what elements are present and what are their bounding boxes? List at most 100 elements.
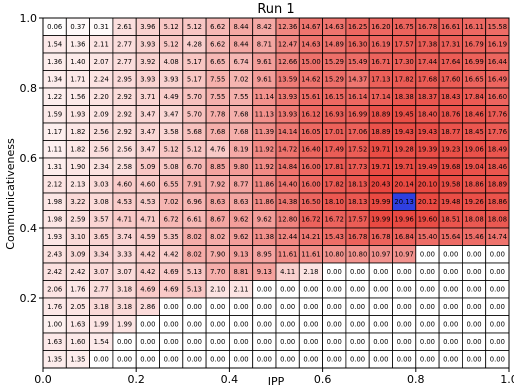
cell-value-label: 0.00 xyxy=(466,251,481,259)
cell-value-label: 3.92 xyxy=(140,58,155,66)
cell-value-label: 1.59 xyxy=(47,111,62,119)
cell-value-label: 2.24 xyxy=(94,76,109,84)
cell-value-label: 5.12 xyxy=(164,23,179,31)
cell-value-label: 0.00 xyxy=(490,338,505,346)
cell-value-label: 15.61 xyxy=(301,93,320,101)
cell-value-label: 17.52 xyxy=(348,146,367,154)
cell-value-label: 16.12 xyxy=(301,111,320,119)
cell-value-label: 14.38 xyxy=(278,198,297,206)
cell-value-label: 3.22 xyxy=(70,198,85,206)
cell-value-label: 16.05 xyxy=(301,128,320,136)
cell-value-label: 17.76 xyxy=(488,128,507,136)
cell-value-label: 15.00 xyxy=(301,58,320,66)
cell-value-label: 11.61 xyxy=(278,251,297,259)
cell-value-label: 0.00 xyxy=(327,286,342,294)
cell-value-label: 15.43 xyxy=(325,233,344,241)
cell-value-label: 4.11 xyxy=(280,268,295,276)
cell-value-label: 3.47 xyxy=(140,146,155,154)
cell-value-label: 9.61 xyxy=(257,58,272,66)
cell-value-label: 4.42 xyxy=(164,251,179,259)
cell-value-label: 16.49 xyxy=(488,76,507,84)
cell-value-label: 2.56 xyxy=(94,128,109,136)
cell-value-label: 8.02 xyxy=(210,233,225,241)
cell-value-label: 19.68 xyxy=(441,163,460,171)
cell-value-label: 9.13 xyxy=(233,251,248,259)
cell-value-label: 0.00 xyxy=(466,321,481,329)
cell-value-label: 11.92 xyxy=(255,163,274,171)
cell-value-label: 13.59 xyxy=(278,76,297,84)
cell-value-label: 2.34 xyxy=(94,163,109,171)
cell-value-label: 11.61 xyxy=(301,251,320,259)
cell-value-label: 0.00 xyxy=(420,303,435,311)
cell-value-label: 14.74 xyxy=(488,233,507,241)
cell-value-label: 19.48 xyxy=(441,198,460,206)
cell-value-label: 1.82 xyxy=(70,128,85,136)
cell-value-label: 4.71 xyxy=(140,216,155,224)
cell-value-label: 20.10 xyxy=(418,181,437,189)
cell-value-label: 4.69 xyxy=(164,286,179,294)
cell-value-label: 16.78 xyxy=(418,23,437,31)
cell-value-label: 2.77 xyxy=(117,41,132,49)
cell-value-label: 8.81 xyxy=(233,268,248,276)
cell-value-label: 0.00 xyxy=(490,321,505,329)
cell-value-label: 17.60 xyxy=(441,76,460,84)
cell-value-label: 6.61 xyxy=(187,216,202,224)
cell-value-label: 3.65 xyxy=(94,233,109,241)
cell-value-label: 4.60 xyxy=(117,181,132,189)
cell-value-label: 0.00 xyxy=(303,303,318,311)
cell-value-label: 2.11 xyxy=(233,286,248,294)
cell-value-label: 17.44 xyxy=(418,58,437,66)
cell-value-label: 18.45 xyxy=(464,128,483,136)
cell-value-label: 0.00 xyxy=(397,338,412,346)
cell-value-label: 16.44 xyxy=(488,58,507,66)
cell-value-label: 17.84 xyxy=(464,93,483,101)
cell-value-label: 2.09 xyxy=(94,111,109,119)
cell-value-label: 18.46 xyxy=(464,111,483,119)
cell-value-label: 1.93 xyxy=(70,111,85,119)
cell-value-label: 17.64 xyxy=(441,58,460,66)
cell-value-label: 0.00 xyxy=(327,356,342,364)
cell-value-label: 16.15 xyxy=(325,93,344,101)
cell-value-label: 0.00 xyxy=(327,338,342,346)
cell-value-label: 1.71 xyxy=(70,76,85,84)
cell-value-label: 4.60 xyxy=(140,181,155,189)
x-tick-label: 0.6 xyxy=(314,373,332,386)
cell-value-label: 8.44 xyxy=(233,41,248,49)
heatmap-cells: 0.06 0.37 0.31 2.61 3.96 5.12 5.12 6.62 8.44 8.42… xyxy=(42,17,510,369)
cell-value-label: 6.62 xyxy=(210,41,225,49)
cell-value-label: 6.55 xyxy=(164,181,179,189)
cell-value-label: 18.08 xyxy=(464,216,483,224)
x-tick-label: 1.0 xyxy=(500,373,514,386)
cell-value-label: 14.21 xyxy=(301,233,320,241)
cell-value-label: 3.71 xyxy=(140,93,155,101)
cell-value-label: 0.00 xyxy=(397,268,412,276)
cell-value-label: 4.53 xyxy=(140,198,155,206)
cell-value-label: 6.65 xyxy=(210,58,225,66)
cell-value-label: 14.40 xyxy=(278,181,297,189)
cell-value-label: 3.47 xyxy=(140,128,155,136)
cell-value-label: 3.18 xyxy=(117,286,132,294)
cell-value-label: 12.44 xyxy=(278,233,297,241)
cell-value-label: 0.00 xyxy=(257,303,272,311)
cell-value-label: 18.86 xyxy=(488,198,507,206)
cell-value-label: 16.65 xyxy=(464,76,483,84)
cell-value-label: 5.12 xyxy=(187,23,202,31)
cell-value-label: 0.37 xyxy=(70,23,85,31)
cell-value-label: 2.86 xyxy=(140,303,155,311)
cell-value-label: 2.95 xyxy=(117,76,132,84)
cell-value-label: 18.51 xyxy=(441,216,460,224)
cell-value-label: 3.18 xyxy=(117,303,132,311)
cell-value-label: 0.00 xyxy=(233,338,248,346)
cell-value-label: 5.35 xyxy=(164,233,179,241)
cell-value-label: 1.90 xyxy=(70,163,85,171)
cell-value-label: 11.92 xyxy=(255,146,274,154)
cell-value-label: 9.62 xyxy=(233,233,248,241)
cell-value-label: 1.17 xyxy=(47,128,62,136)
cell-value-label: 3.96 xyxy=(140,23,155,31)
cell-value-label: 0.00 xyxy=(443,321,458,329)
cell-value-label: 0.00 xyxy=(303,356,318,364)
cell-value-label: 1.54 xyxy=(94,338,109,346)
cell-value-label: 4.69 xyxy=(140,286,155,294)
cell-value-label: 11.39 xyxy=(255,128,274,136)
cell-value-label: 17.38 xyxy=(418,41,437,49)
